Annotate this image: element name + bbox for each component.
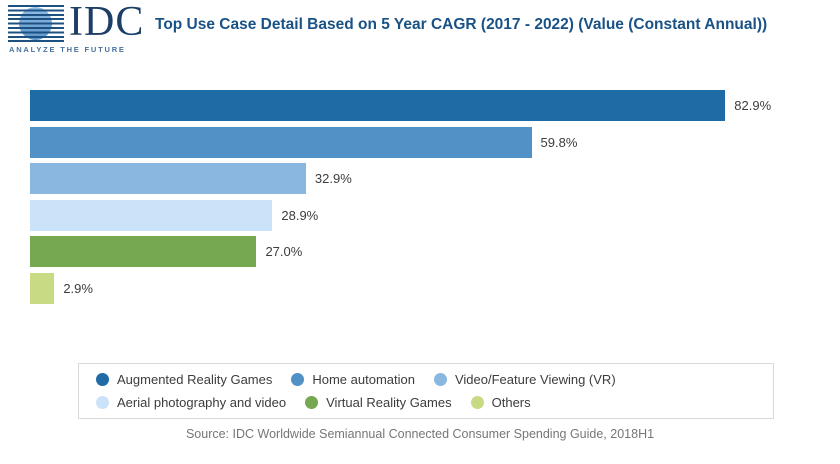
legend-item-augmented-reality-games: Augmented Reality Games — [96, 372, 272, 387]
legend-label: Video/Feature Viewing (VR) — [454, 372, 616, 387]
legend-item-home-automation: Home automation — [291, 372, 415, 387]
bar-row-others: 2.9% — [30, 273, 93, 304]
bar-row-home-automation: 59.8% — [30, 126, 578, 158]
legend-item-video-feature-viewing-vr: Video/Feature Viewing (VR) — [433, 372, 616, 387]
idc-logo-tagline: ANALYZE THE FUTURE — [9, 45, 126, 54]
bar-row-aerial-photography-and-video: 28.9% — [30, 199, 319, 231]
idc-logo-text: IDC — [69, 0, 145, 45]
bar-home-automation — [30, 126, 532, 158]
legend-row: Aerial photography and video Virtual Real… — [96, 395, 773, 410]
legend-label: Home automation — [312, 372, 415, 387]
bar-chart: 82.9% 59.8% 32.9% 28.9% 27.0% 2.9% — [30, 90, 820, 306]
legend-label: Virtual Reality Games — [326, 395, 452, 410]
idc-logo: IDC ANALYZE THE FUTURE — [8, 0, 158, 54]
bar-row-video-feature-viewing-vr: 32.9% — [30, 163, 352, 195]
bar-value-label: 59.8% — [540, 134, 578, 150]
bar-virtual-reality-games — [30, 236, 257, 268]
bar-others — [30, 273, 55, 304]
bar-value-label: 82.9% — [734, 98, 772, 113]
legend-item-virtual-reality-games: Virtual Reality Games — [305, 395, 452, 410]
legend-dot-icon — [96, 373, 109, 386]
legend-dot-icon — [433, 373, 447, 386]
bar-augmented-reality-games — [30, 90, 726, 121]
legend-label: Others — [491, 395, 531, 410]
legend-dot-icon — [470, 396, 484, 409]
bar-row-augmented-reality-games: 82.9% — [30, 90, 771, 121]
bar-value-label: 2.9% — [63, 281, 93, 296]
bar-row-virtual-reality-games: 27.0% — [30, 236, 303, 268]
idc-globe-icon — [8, 5, 64, 43]
legend-dot-icon — [305, 396, 319, 409]
legend-label: Augmented Reality Games — [117, 372, 273, 387]
bar-value-label: 27.0% — [265, 244, 303, 260]
bar-value-label: 28.9% — [281, 207, 319, 223]
chart-legend: Augmented Reality Games Home automation Vi… — [78, 363, 774, 419]
legend-dot-icon — [96, 396, 109, 409]
bar-value-label: 32.9% — [314, 171, 352, 187]
legend-dot-icon — [291, 373, 305, 386]
legend-row: Augmented Reality Games Home automation Vi… — [96, 372, 773, 387]
chart-title: Top Use Case Detail Based on 5 Year CAGR… — [155, 16, 768, 33]
legend-label: Aerial photography and video — [117, 395, 287, 410]
bar-aerial-photography-and-video — [30, 199, 273, 231]
legend-item-aerial-photography-and-video: Aerial photography and video — [96, 395, 286, 410]
legend-item-others: Others — [470, 395, 531, 410]
source-note: Source: IDC Worldwide Semiannual Connect… — [185, 427, 655, 441]
bar-video-feature-viewing-vr — [30, 163, 306, 195]
